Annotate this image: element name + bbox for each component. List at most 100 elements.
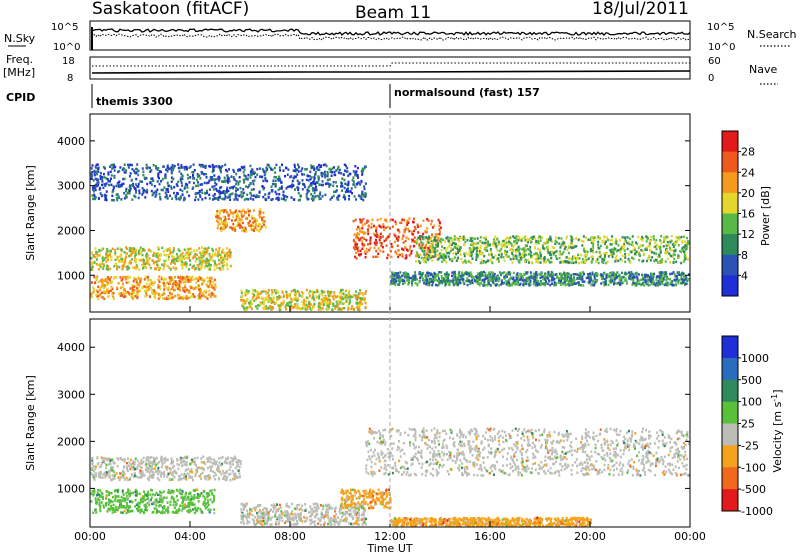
echo-cell: [412, 275, 415, 278]
echo-cell: [356, 183, 358, 186]
echo-cell: [195, 281, 198, 284]
echo-cell: [495, 283, 498, 286]
echo-cell: [287, 168, 290, 171]
echo-cell: [413, 229, 416, 233]
echo-cell: [315, 185, 317, 189]
echo-cell: [562, 277, 565, 281]
echo-cell: [426, 239, 429, 242]
echo-cell: [478, 278, 481, 281]
echo-cell: [614, 257, 617, 260]
echo-cell: [431, 250, 434, 254]
echo-cell: [465, 261, 467, 264]
echo-cell: [224, 217, 227, 221]
echo-cell: [124, 196, 127, 199]
echo-cell: [127, 281, 130, 284]
echo-cell: [135, 258, 138, 261]
echo-cell: [252, 296, 255, 299]
echo-cell: [687, 242, 690, 245]
echo-cell: [353, 233, 356, 236]
echo-cell: [313, 302, 316, 306]
echo-cell: [250, 222, 253, 226]
echo-cell: [320, 183, 323, 187]
echo-cell: [208, 252, 211, 256]
echo-cell: [195, 178, 198, 182]
echo-cell: [325, 296, 328, 300]
echo-cell: [633, 252, 636, 255]
echo-cell: [117, 195, 120, 198]
echo-cell: [585, 236, 587, 240]
echo-cell: [652, 276, 655, 280]
echo-cell: [559, 281, 562, 284]
echo-cell: [145, 289, 148, 292]
echo-cell: [405, 236, 408, 239]
echo-cell: [264, 226, 267, 229]
echo-cell: [159, 195, 162, 199]
echo-cell: [681, 271, 684, 275]
echo-cell: [397, 249, 399, 252]
echo-cell: [430, 256, 433, 259]
echo-cell: [187, 251, 190, 254]
echo-cell: [187, 177, 190, 180]
echo-cell: [355, 302, 358, 305]
echo-cell: [367, 243, 369, 246]
echo-cell: [221, 209, 224, 212]
echo-cell: [566, 273, 569, 277]
echo-cell: [253, 294, 256, 298]
echo-cell: [395, 272, 398, 276]
echo-cell: [500, 273, 502, 277]
echo-cell: [452, 258, 455, 261]
echo-cell: [563, 260, 566, 263]
echo-cell: [377, 252, 380, 255]
echo-cell: [107, 173, 110, 176]
echo-cell: [655, 278, 658, 281]
echo-cell: [438, 252, 441, 255]
echo-cell: [419, 237, 422, 241]
echo-cell: [113, 176, 116, 179]
echo-cell: [312, 182, 315, 185]
echo-cell: [358, 227, 361, 230]
echo-cell: [121, 291, 124, 295]
nave-label: Nave: [749, 63, 777, 76]
echo-cell: [132, 182, 135, 186]
echo-cell: [256, 294, 259, 297]
echo-cell: [218, 266, 221, 270]
echo-cell: [648, 242, 651, 245]
echo-cell: [308, 189, 311, 193]
echo-cell: [274, 291, 277, 295]
echo-cell: [560, 279, 562, 283]
echo-cell: [320, 171, 323, 175]
echo-cell: [603, 252, 606, 255]
echo-cell: [312, 305, 315, 309]
echo-cell: [463, 282, 466, 286]
echo-cell: [181, 174, 184, 178]
echo-cell: [95, 178, 98, 181]
echo-cell: [122, 266, 125, 269]
echo-cell: [290, 297, 293, 301]
echo-cell: [551, 282, 553, 285]
echo-cell: [166, 287, 169, 290]
echo-cell: [318, 195, 321, 199]
echo-cell: [232, 168, 235, 172]
echo-cell: [623, 279, 626, 282]
echo-cell: [453, 283, 456, 286]
echo-cell: [616, 271, 619, 274]
echo-cell: [189, 280, 192, 283]
echo-cell: [429, 256, 431, 260]
echo-cell: [181, 276, 184, 279]
echo-cell: [209, 268, 212, 271]
echo-cell: [513, 256, 516, 259]
echo-cell: [444, 256, 447, 259]
echo-cell: [440, 255, 443, 258]
echo-cell: [146, 167, 149, 170]
echo-cell: [177, 166, 180, 170]
echo-cell: [223, 209, 226, 212]
echo-cell: [631, 235, 634, 238]
echo-cell: [180, 181, 183, 184]
echo-cell: [279, 304, 282, 307]
echo-cell: [134, 260, 137, 264]
echo-cell: [298, 166, 300, 169]
echo-cell: [95, 277, 98, 281]
echo-cell: [340, 182, 343, 185]
echo-cell: [232, 215, 235, 218]
